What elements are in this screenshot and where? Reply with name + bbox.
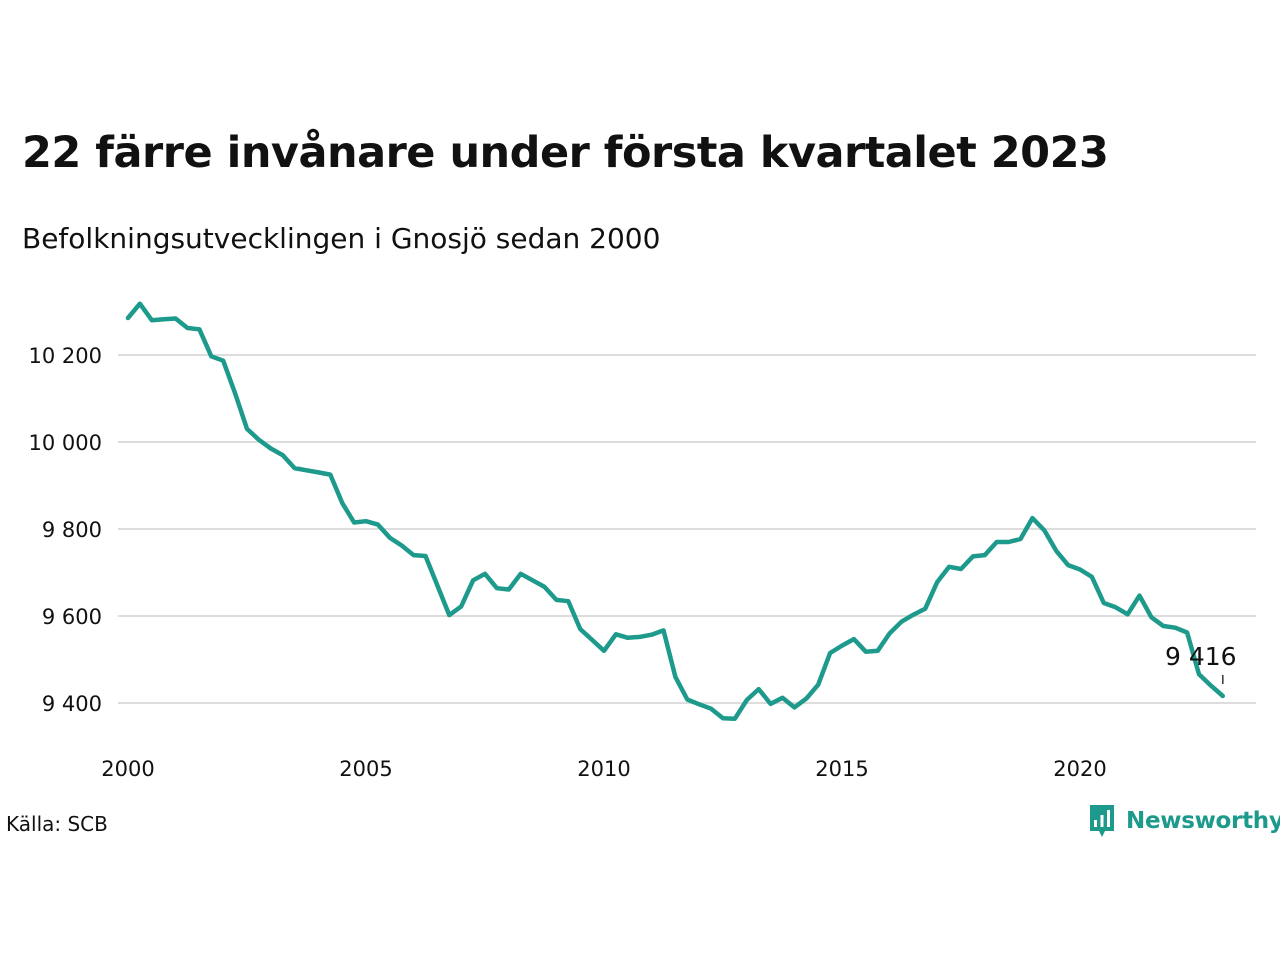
x-tick-label: 2015: [815, 757, 868, 781]
series-line: [125, 301, 1226, 721]
x-tick-label: 2005: [339, 757, 392, 781]
y-tick-label: 9 600: [42, 605, 102, 629]
end-annotation: 9 416: [1165, 642, 1237, 685]
y-tick-label: 9 400: [42, 692, 102, 716]
x-tick-label: 2000: [101, 757, 154, 781]
brand-logo: Newsworthy: [1088, 803, 1280, 839]
x-tick-label: 2020: [1053, 757, 1106, 781]
y-axis-tick-labels: 9 400 9 600 9 800 10 000 10 200: [29, 344, 102, 716]
x-tick-label: 2010: [577, 757, 630, 781]
series-lines: [125, 301, 1226, 721]
y-tick-label: 10 000: [29, 431, 102, 455]
source-note: Källa: SCB: [6, 812, 108, 836]
gridlines: [118, 354, 1256, 704]
brand-name: Newsworthy: [1126, 808, 1280, 834]
chart-title: 22 färre invånare under första kvartalet…: [22, 128, 1109, 178]
newsworthy-logo-icon: [1090, 805, 1114, 837]
y-tick-label: 9 800: [42, 518, 102, 542]
y-tick-label: 10 200: [29, 344, 102, 368]
x-axis-tick-labels: 2000 2005 2010 2015 2020: [101, 757, 1106, 781]
chart-subtitle: Befolkningsutvecklingen i Gnosjö sedan 2…: [22, 222, 661, 255]
end-value-label: 9 416: [1165, 642, 1237, 671]
